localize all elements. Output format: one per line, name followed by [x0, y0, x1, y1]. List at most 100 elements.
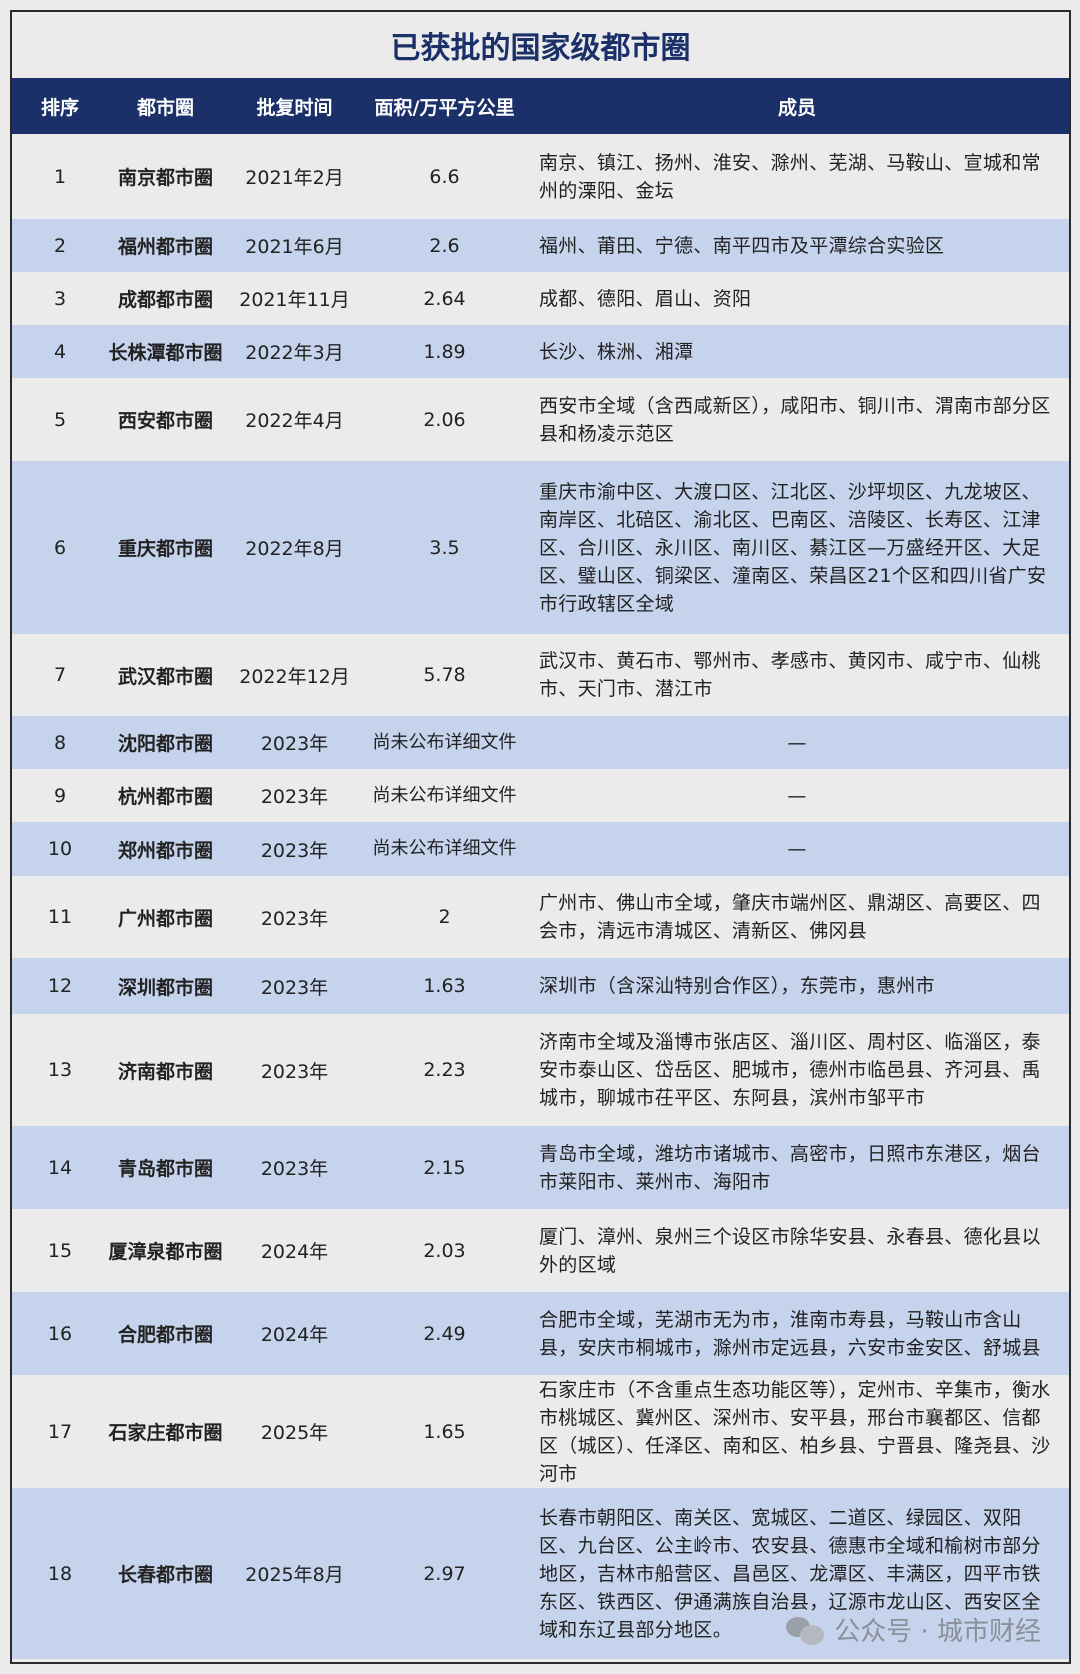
cell-name: 济南都市圈 [117, 1060, 213, 1083]
cell-rank: 17 [47, 1420, 73, 1443]
cell-members: 重庆市渝中区、大渡口区、江北区、沙坪坝区、九龙坡区、南岸区、北碚区、渝北区、巴南… [539, 480, 1047, 615]
cell-name: 杭州都市圈 [117, 786, 213, 808]
cell-members: 福州、莆田、宁德、南平四市及平潭综合实验区 [539, 234, 945, 257]
table-row: 1 南京都市圈 2021年2月 6.6 南京、镇江、扬州、淮安、滁州、芜湖、马鞍山、宣城… [12, 134, 1069, 219]
cell-date: 2022年12月 [239, 665, 350, 688]
cell-members: — [787, 838, 807, 860]
cell-date: 2021年6月 [245, 236, 344, 258]
wechat-icon [786, 1615, 826, 1645]
cell-rank: 14 [47, 1156, 73, 1179]
cell-name: 厦漳泉都市圈 [108, 1241, 223, 1263]
cell-members: 长沙、株洲、湘潭 [539, 340, 694, 363]
table-header: 排序 都市圈 批复时间 面积/万平方公里 成员 [12, 78, 1069, 134]
cell-date: 2022年3月 [245, 342, 344, 364]
table-row: 12 深圳都市圈 2023年 1.63 深圳市（含深汕特别合作区），东莞市，惠州市 [12, 958, 1069, 1014]
cell-members: 西安市全域（含西咸新区），咸阳市、铜川市、渭南市部分区县和杨凌示范区 [539, 394, 1051, 445]
cell-area: 2.06 [423, 408, 466, 431]
cell-area: 1.65 [423, 1420, 466, 1443]
cell-members: 厦门、漳州、泉州三个设区市除华安县、永春县、德化县以外的区域 [539, 1225, 1041, 1276]
cell-rank: 3 [53, 287, 67, 310]
cell-rank: 10 [47, 838, 73, 860]
cell-area: 2.49 [423, 1322, 466, 1345]
table-row: 6 重庆都市圈 2022年8月 3.5 重庆市渝中区、大渡口区、江北区、沙坪坝区、九龙坡… [12, 461, 1069, 634]
cell-name: 西安都市圈 [117, 410, 213, 432]
cell-rank: 1 [53, 165, 67, 188]
header-area: 面积/万平方公里 [374, 96, 515, 119]
cell-name: 合肥都市圈 [117, 1324, 213, 1346]
cell-members: 成都、德阳、眉山、资阳 [539, 287, 752, 310]
table-row: 4 长株潭都市圈 2022年3月 1.89 长沙、株洲、湘潭 [12, 325, 1069, 378]
cell-members: — [787, 731, 807, 754]
cell-name: 青岛都市圈 [117, 1158, 213, 1180]
table-body: 1 南京都市圈 2021年2月 6.6 南京、镇江、扬州、淮安、滁州、芜湖、马鞍山、宣城… [12, 134, 1069, 1659]
cell-date: 2024年 [260, 1241, 329, 1263]
table-row: 3 成都都市圈 2021年11月 2.64 成都、德阳、眉山、资阳 [12, 272, 1069, 325]
cell-area: 3.5 [429, 536, 460, 559]
cell-area: 2.03 [423, 1239, 466, 1262]
cell-rank: 9 [53, 784, 67, 807]
cell-date: 2023年 [260, 907, 329, 930]
cell-name: 长春都市圈 [117, 1564, 213, 1586]
table-row: 18 长春都市圈 2025年8月 2.97 长春市朝阳区、南关区、宽城区、二道区、绿园区… [12, 1488, 1069, 1659]
table-title: 已获批的国家级都市圈 [390, 31, 691, 66]
cell-area: 2.97 [423, 1562, 466, 1585]
header-members: 成员 [777, 96, 816, 119]
table-row: 7 武汉都市圈 2022年12月 5.78 武汉市、黄石市、鄂州市、孝感市、黄冈市、咸宁… [12, 634, 1069, 716]
cell-date: 2023年 [260, 976, 329, 999]
cell-name: 成都都市圈 [117, 289, 213, 311]
cell-area: 尚未公布详细文件 [372, 731, 517, 753]
cell-name: 石家庄都市圈 [108, 1422, 223, 1444]
cell-date: 2025年 [260, 1422, 329, 1444]
cell-area: 尚未公布详细文件 [372, 784, 517, 806]
cell-members: 长春市朝阳区、南关区、宽城区、二道区、绿园区、双阳区、九台区、公主岭市、农安县、… [539, 1506, 1041, 1641]
table-row: 13 济南都市圈 2023年 2.23 济南市全域及淄博市张店区、淄川区、周村区、临淄区… [12, 1014, 1069, 1126]
header-rank: 排序 [40, 96, 79, 119]
table-row: 10 郑州都市圈 2023年 尚未公布详细文件 — [12, 822, 1069, 876]
header-name: 都市圈 [136, 96, 194, 119]
cell-name: 长株潭都市圈 [108, 342, 223, 364]
cell-members: 武汉市、黄石市、鄂州市、孝感市、黄冈市、咸宁市、仙桃市、天门市、潜江市 [539, 650, 1041, 700]
cell-rank: 2 [53, 234, 67, 257]
cell-members: 石家庄市（不含重点生态功能区等），定州市、辛集市，衡水市桃城区、冀州区、深州市、… [539, 1378, 1051, 1485]
cell-area: 6.6 [429, 165, 460, 188]
header-date: 批复时间 [256, 96, 333, 119]
cell-rank: 13 [47, 1059, 73, 1081]
cell-date: 2022年8月 [245, 538, 344, 560]
cell-members: 合肥市全域，芜湖市无为市，淮南市寿县，马鞍山市含山县，安庆市桐城市，滁州市定远县… [539, 1308, 1041, 1359]
cell-date: 2021年11月 [239, 289, 350, 311]
cell-date: 2025年8月 [245, 1564, 344, 1586]
cell-area: 5.78 [423, 664, 466, 686]
cell-date: 2021年2月 [245, 167, 344, 189]
cell-name: 南京都市圈 [117, 167, 213, 189]
table-row: 11 广州都市圈 2023年 2 广州市、佛山市全域，肇庆市端州区、鼎湖区、高要区、四会… [12, 876, 1069, 958]
cell-area: 1.89 [423, 340, 466, 363]
table-row: 16 合肥都市圈 2024年 2.49 合肥市全域，芜湖市无为市，淮南市寿县，马鞍山市含… [12, 1292, 1069, 1375]
cell-members: 广州市、佛山市全域，肇庆市端州区、鼎湖区、高要区、四会市，清远市清城区、清新区、… [539, 892, 1041, 942]
cell-rank: 11 [47, 906, 73, 928]
watermark-text: 公众号 · 城市财经 [834, 1617, 1041, 1647]
cell-date: 2023年 [260, 1060, 329, 1083]
cell-name: 沈阳都市圈 [117, 733, 213, 755]
cell-area: 2.15 [423, 1156, 466, 1179]
cell-rank: 6 [53, 536, 67, 559]
cell-area: 2.6 [429, 234, 460, 257]
table-row: 8 沈阳都市圈 2023年 尚未公布详细文件 — [12, 716, 1069, 769]
table-row: 14 青岛都市圈 2023年 2.15 青岛市全域，潍坊市诸城市、高密市，日照市东港区，… [12, 1126, 1069, 1209]
table-row: 9 杭州都市圈 2023年 尚未公布详细文件 — [12, 769, 1069, 822]
cell-rank: 12 [47, 975, 73, 997]
cell-members: 深圳市（含深汕特别合作区），东莞市，惠州市 [539, 975, 935, 997]
cell-rank: 15 [47, 1239, 73, 1262]
cell-area: 2 [438, 906, 451, 928]
watermark: 公众号 · 城市财经 [786, 1611, 1041, 1648]
cell-date: 2023年 [260, 733, 329, 755]
cell-area: 1.63 [423, 975, 466, 997]
cell-members: 青岛市全域，潍坊市诸城市、高密市，日照市东港区，烟台市莱阳市、莱州市、海阳市 [539, 1142, 1041, 1193]
cell-date: 2023年 [260, 786, 329, 808]
cell-area: 尚未公布详细文件 [372, 838, 517, 859]
cell-members: 南京、镇江、扬州、淮安、滁州、芜湖、马鞍山、宣城和常州的溧阳、金坛 [539, 151, 1041, 202]
table-row: 2 福州都市圈 2021年6月 2.6 福州、莆田、宁德、南平四市及平潭综合实验区 [12, 219, 1069, 272]
cell-name: 广州都市圈 [117, 907, 213, 930]
cell-name: 重庆都市圈 [117, 538, 213, 560]
cell-rank: 16 [47, 1322, 73, 1345]
table-row: 17 石家庄都市圈 2025年 1.65 石家庄市（不含重点生态功能区等），定州市、辛集… [12, 1375, 1069, 1488]
